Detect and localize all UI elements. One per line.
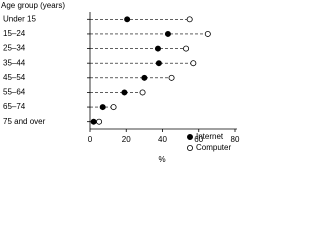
x-tick-label: 0 [88, 135, 93, 144]
legend-marker [186, 144, 193, 151]
x-tick-label: 40 [158, 135, 167, 144]
y-tick-label: Under 15 [3, 14, 36, 23]
x-tick-label: 60 [194, 135, 203, 144]
y-axis-title: Age group (years) [1, 1, 65, 10]
dot [204, 30, 211, 37]
dot [141, 74, 148, 81]
dot [183, 45, 190, 52]
dot [99, 104, 106, 111]
dot [168, 74, 175, 81]
dot [90, 118, 97, 125]
dot [186, 16, 193, 23]
legend-marker [186, 133, 193, 140]
x-axis-title: % [158, 155, 165, 164]
x-tick-label: 80 [231, 135, 240, 144]
dot [121, 89, 128, 96]
y-tick-label: 15–24 [3, 29, 26, 38]
y-tick-label: 55–64 [3, 88, 26, 97]
legend-label: Internet [196, 132, 224, 141]
y-tick-label: 45–54 [3, 73, 26, 82]
dot [96, 118, 103, 125]
dot [155, 60, 162, 67]
dot [164, 30, 171, 37]
y-tick-label: 75 and over [3, 117, 46, 126]
dot [154, 45, 161, 52]
y-tick-label: 35–44 [3, 58, 26, 67]
dot [110, 104, 117, 111]
dot [124, 16, 131, 23]
y-tick-label: 65–74 [3, 102, 26, 111]
y-tick-label: 25–34 [3, 44, 26, 53]
dot [139, 89, 146, 96]
dot [190, 60, 197, 67]
chart: Age group (years) % 0 20 40 60 80 Under 15 15–… [1, 1, 240, 164]
legend-label: Computer [196, 143, 231, 152]
x-tick-label: 20 [122, 135, 131, 144]
